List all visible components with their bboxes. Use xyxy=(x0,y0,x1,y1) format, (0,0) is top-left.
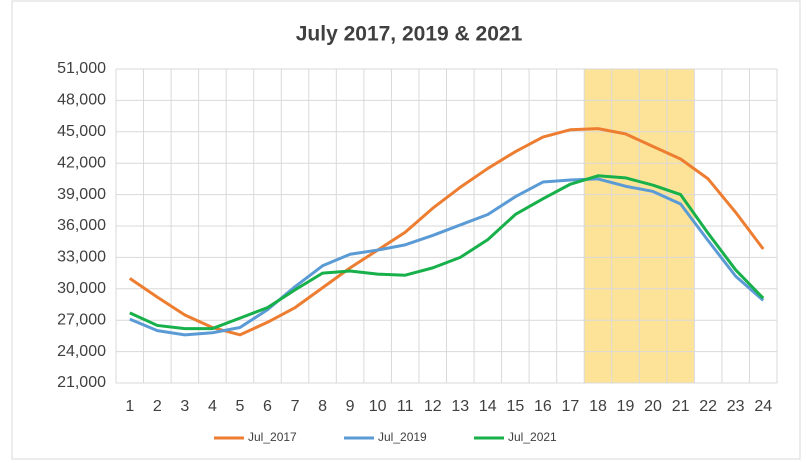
y-tick-label: 24,000 xyxy=(57,343,106,360)
series-line xyxy=(129,177,765,337)
x-tick-label: 10 xyxy=(369,398,387,415)
y-tick-label: 39,000 xyxy=(57,186,106,203)
x-tick-label: 1 xyxy=(125,398,134,415)
series-line xyxy=(128,127,765,337)
x-tick-label: 6 xyxy=(263,398,272,415)
y-tick-label: 27,000 xyxy=(57,311,106,328)
x-tick-label: 15 xyxy=(506,398,524,415)
chart-title: July 2017, 2019 & 2021 xyxy=(296,23,523,46)
x-tick-label: 12 xyxy=(424,398,442,415)
x-tick-label: 3 xyxy=(180,398,189,415)
y-tick-label: 51,000 xyxy=(57,60,106,77)
x-tick-label: 4 xyxy=(208,398,217,415)
x-tick-label: 8 xyxy=(318,398,327,415)
x-tick-label: 17 xyxy=(562,398,580,415)
x-tick-label: 7 xyxy=(291,398,300,415)
y-tick-label: 48,000 xyxy=(57,92,106,109)
x-tick-label: 24 xyxy=(754,398,772,415)
x-tick-label: 21 xyxy=(672,398,690,415)
y-tick-label: 21,000 xyxy=(57,374,106,391)
x-tick-label: 5 xyxy=(235,398,244,415)
legend-label: Jul_2021 xyxy=(508,430,557,444)
x-tick-label: 2 xyxy=(153,398,162,415)
y-tick-label: 42,000 xyxy=(57,154,106,171)
x-tick-label: 18 xyxy=(589,398,607,415)
x-tick-label: 13 xyxy=(451,398,469,415)
x-tick-label: 19 xyxy=(617,398,635,415)
y-tick-label: 36,000 xyxy=(57,217,106,234)
x-tick-label: 22 xyxy=(699,398,717,415)
x-tick-label: 11 xyxy=(397,398,414,415)
y-tick-label: 30,000 xyxy=(57,280,106,297)
y-tick-label: 33,000 xyxy=(57,249,106,266)
x-tick-label: 23 xyxy=(727,398,745,415)
x-tick-label: 20 xyxy=(644,398,662,415)
x-tick-label: 14 xyxy=(479,398,497,415)
x-tick-label: 9 xyxy=(346,398,355,415)
x-tick-label: 16 xyxy=(534,398,552,415)
legend-label: Jul_2019 xyxy=(378,430,427,444)
y-tick-label: 45,000 xyxy=(57,123,106,140)
series-line xyxy=(129,174,765,331)
legend-label: Jul_2017 xyxy=(248,430,297,444)
